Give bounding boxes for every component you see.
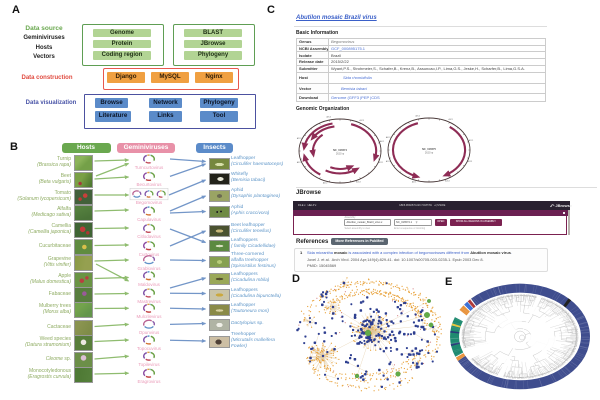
svg-text:A2C4: A2C4 xyxy=(415,115,420,118)
svg-text:A3C1: A3C1 xyxy=(449,118,454,121)
svg-text:2632 bp: 2632 bp xyxy=(336,153,345,155)
svg-text:A2C3: A2C3 xyxy=(326,116,331,119)
svg-text:A1C1: A1C1 xyxy=(469,139,474,142)
svg-text:A1C3: A1C3 xyxy=(468,160,473,163)
svg-text:2632 bp: 2632 bp xyxy=(425,152,434,154)
svg-text:NC_016575: NC_016575 xyxy=(422,147,436,151)
svg-text:A3C2: A3C2 xyxy=(297,161,302,164)
svg-text:NC_016574: NC_016574 xyxy=(333,148,347,152)
svg-text:A2C3: A2C3 xyxy=(297,137,302,140)
svg-text:A4C3: A4C3 xyxy=(445,179,450,182)
svg-text:A4C1: A4C1 xyxy=(380,140,385,143)
svg-text:A1C1: A1C1 xyxy=(379,161,384,164)
svg-text:A3C3: A3C3 xyxy=(356,180,361,183)
svg-text:A4C2: A4C2 xyxy=(386,136,391,139)
svg-text:A1C4: A1C4 xyxy=(386,160,391,163)
svg-text:A1C3: A1C3 xyxy=(360,119,365,122)
svg-text:A4C1: A4C1 xyxy=(412,180,417,183)
svg-text:A4C2: A4C2 xyxy=(323,181,328,184)
